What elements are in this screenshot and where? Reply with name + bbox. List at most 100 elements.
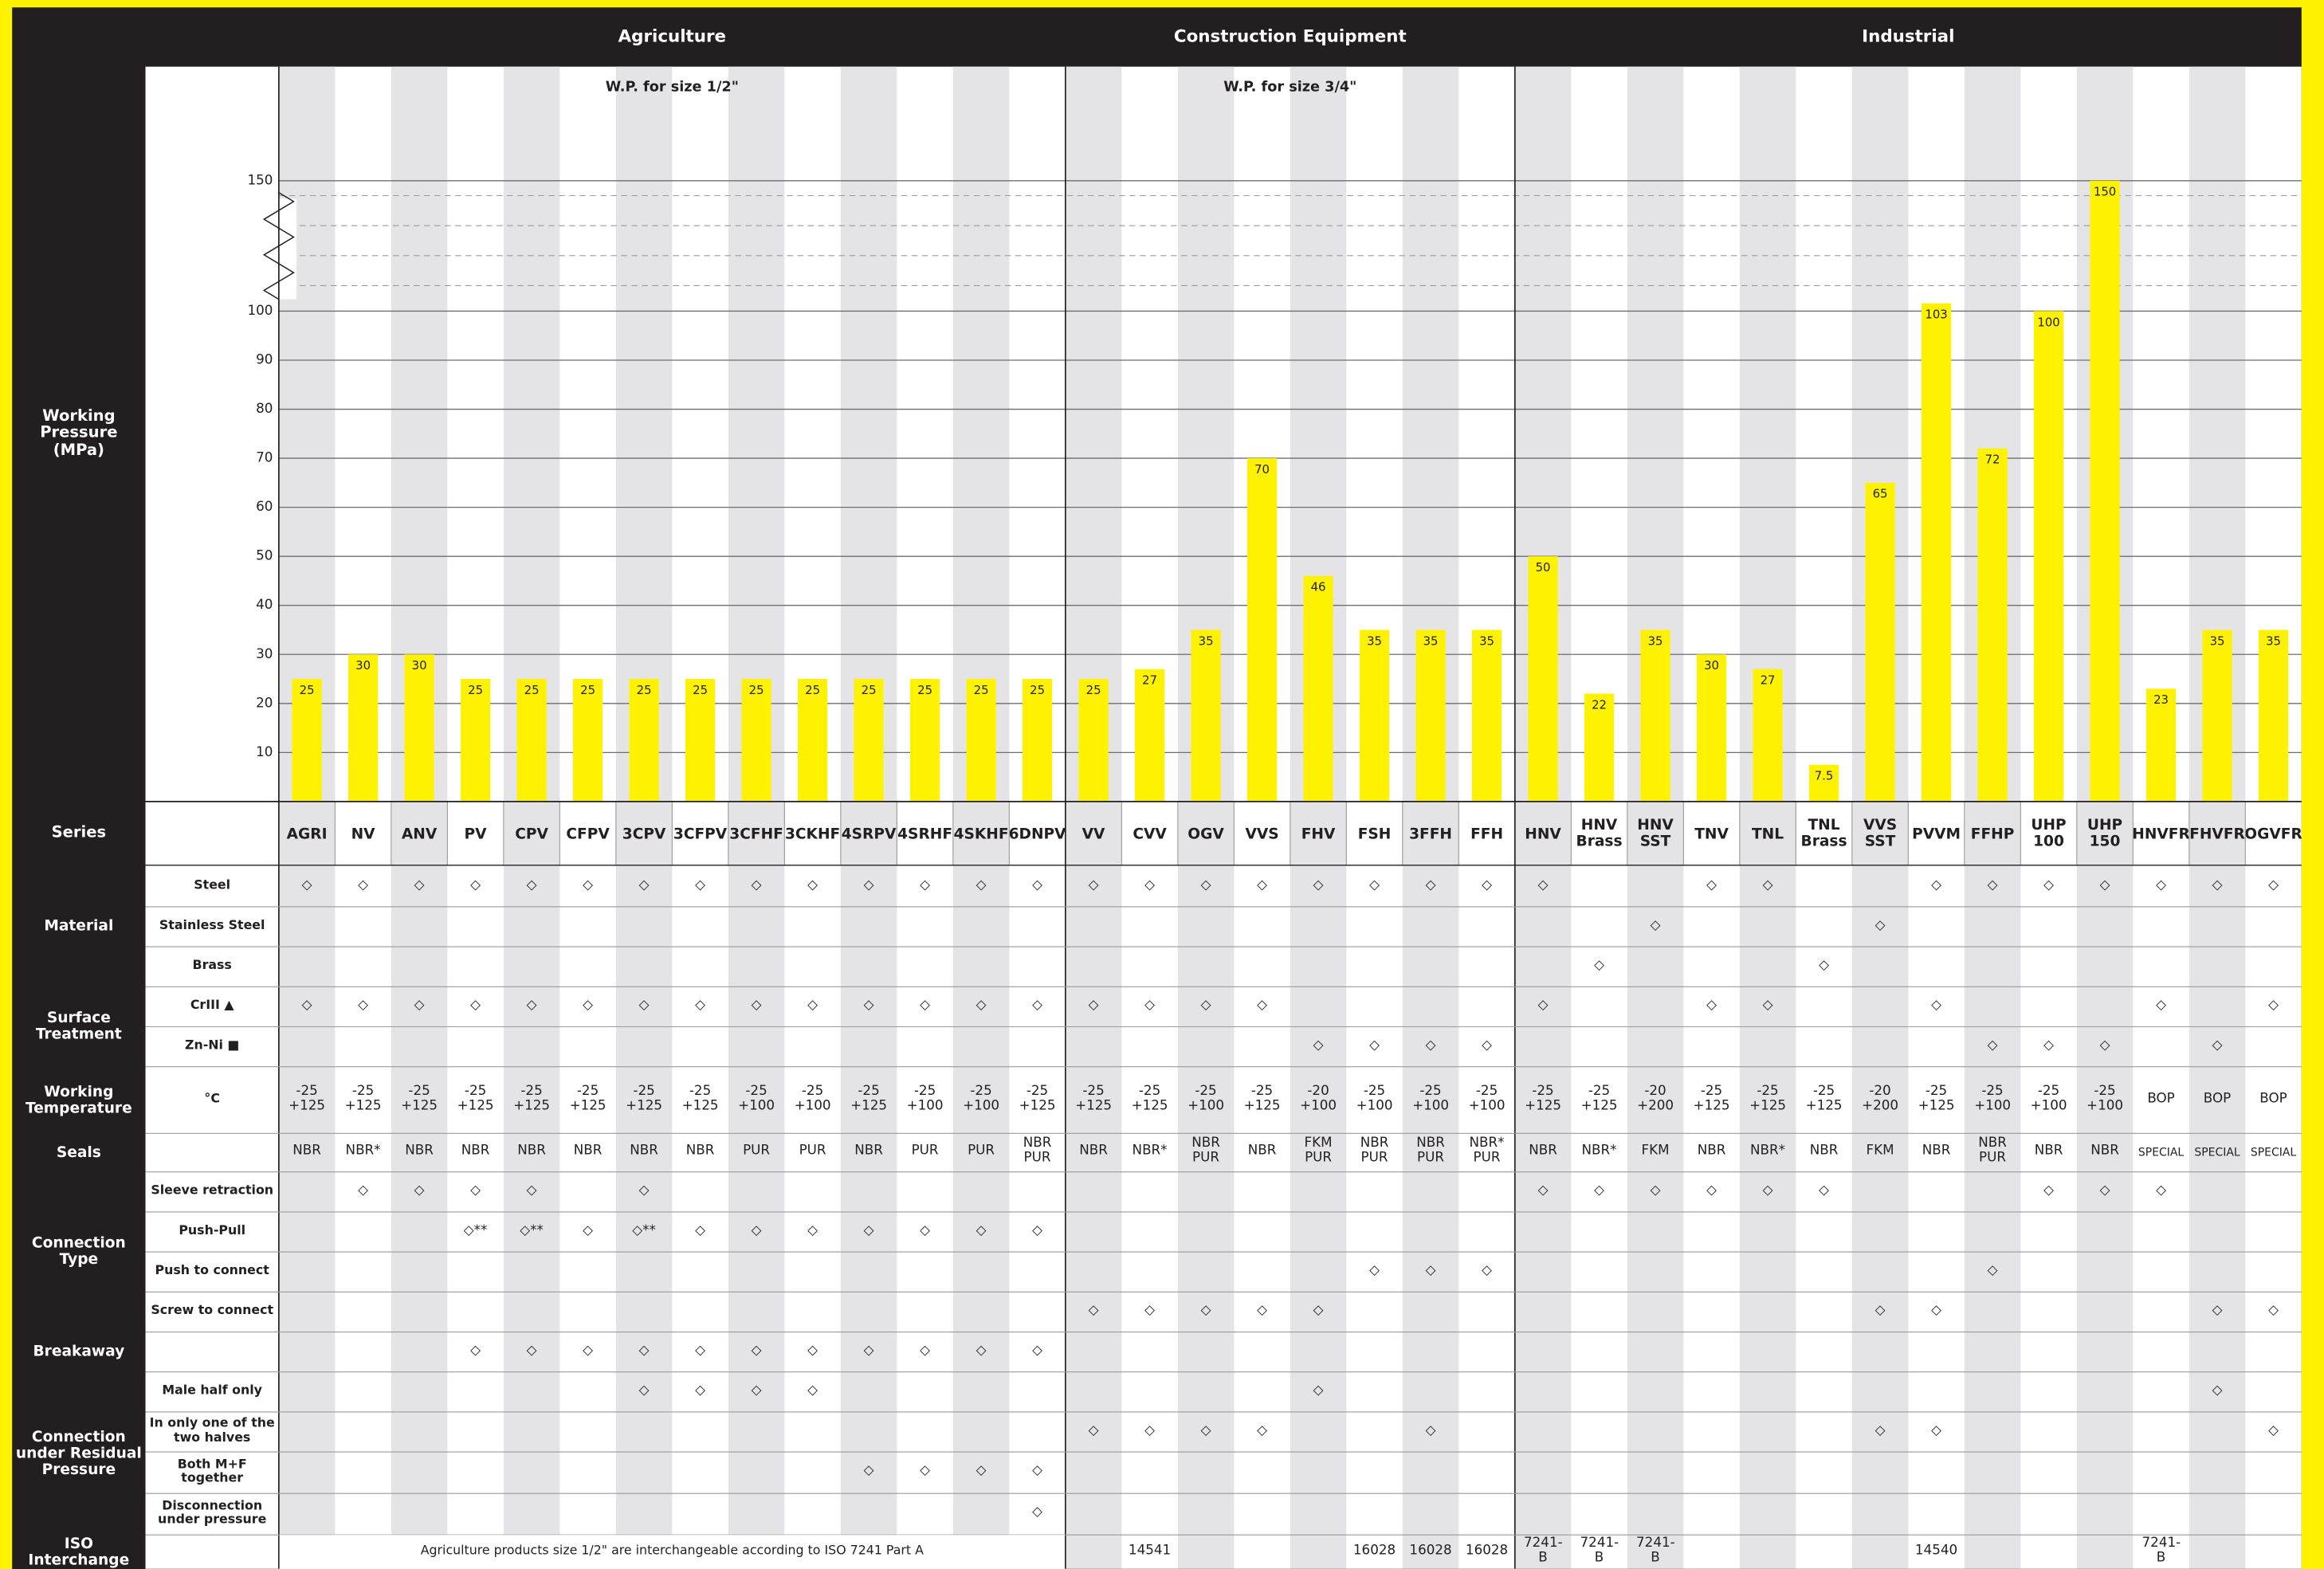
table-cell-cell: ◇	[672, 987, 728, 1026]
table-cell: ◇	[1763, 880, 1773, 894]
table-cell-box: NBR	[841, 1133, 897, 1171]
table-cell-cell: ◇	[1740, 1172, 1796, 1212]
series-name: PV	[465, 826, 487, 842]
series-name-cell: PVVM	[1908, 803, 1964, 865]
table-cell: ◇	[1875, 1304, 1886, 1319]
table-cell-box: NBR PUR	[1178, 1133, 1234, 1171]
table-cell-box: NBR PUR	[1346, 1133, 1402, 1171]
table-cell: -25 +125	[626, 1085, 662, 1115]
bar	[685, 679, 715, 802]
table-cell-cell: ◇	[784, 987, 840, 1026]
bar	[1865, 483, 1894, 802]
table-cell-cell: ◇	[953, 1332, 1009, 1372]
table-cell-box: -25 +125	[335, 1067, 391, 1134]
bar-value-label: 30	[355, 658, 371, 673]
table-cell-cell: BOP	[2133, 1067, 2189, 1134]
table-cell-cell: ◇	[1403, 1026, 1458, 1066]
table-cell: ◇	[639, 880, 650, 894]
series-name-box: CFPV	[559, 803, 615, 865]
table-cell-box: BOP	[2189, 1067, 2245, 1134]
table-cell-cell: ◇	[1571, 947, 1627, 987]
table-cell-cell: SPECIAL	[2245, 1133, 2301, 1171]
table-cell-box: ◇	[391, 1172, 447, 1212]
table-cell-box: -25 +100	[1178, 1067, 1234, 1134]
table-cell-cell: ◇	[1121, 1292, 1177, 1332]
table-cell: ◇	[976, 1465, 987, 1480]
table-cell: ◇	[1706, 880, 1717, 894]
table-cell: PUR	[968, 1145, 995, 1159]
row-group-label-cell: ISO Interchange	[12, 1535, 145, 1569]
table-cell-box: ◇	[1009, 1212, 1065, 1252]
table-cell-cell: ◇	[2245, 867, 2301, 907]
table-cell: ◇	[2100, 1185, 2110, 1199]
table-cell: ◇	[1819, 959, 1829, 974]
table-cell-box: ◇	[1178, 867, 1234, 907]
table-cell: ◇	[976, 999, 987, 1014]
table-cell: ◇	[1032, 1465, 1042, 1480]
table-cell-box: ◇	[1796, 1172, 1851, 1212]
series-name-cell: PV	[447, 803, 503, 865]
table-cell: ◇	[920, 1225, 930, 1239]
table-cell: ◇	[752, 1344, 762, 1359]
table-cell-cell: NBR	[2020, 1133, 2076, 1171]
table-cell-box: ◇	[2245, 1292, 2301, 1332]
table-cell: ◇	[527, 999, 537, 1014]
table-cell-box: ◇	[953, 1212, 1009, 1252]
bar	[1922, 304, 1951, 802]
bar-value-label: 7.5	[1815, 769, 1834, 783]
table-cell-box: PUR	[728, 1133, 784, 1171]
table-cell-box: ◇	[728, 1332, 784, 1372]
table-cell-cell: ◇	[1009, 987, 1065, 1026]
table-cell: ◇	[1313, 880, 1324, 894]
row-label-cell: Disconnection under pressure	[148, 1493, 276, 1535]
bar-value-label: 25	[805, 683, 820, 697]
table-cell-cell: ◇	[1009, 1332, 1065, 1372]
bar-value-label: 25	[749, 683, 764, 697]
table-cell-box: -20 +100	[1290, 1067, 1346, 1134]
y-tick-label: 150	[247, 171, 273, 187]
bar-value-label: 25	[1030, 683, 1045, 697]
table-cell: ◇	[639, 1385, 650, 1399]
series-name: 3CFPV	[673, 826, 727, 842]
table-cell-cell: NBR*	[1740, 1133, 1796, 1171]
table-cell-box: ◇	[672, 987, 728, 1026]
table-cell-box: -25 +125	[1009, 1067, 1065, 1134]
table-cell-cell: SPECIAL	[2133, 1133, 2189, 1171]
table-cell-box: NBR	[672, 1133, 728, 1171]
table-cell-box: ◇	[784, 987, 840, 1026]
table-cell-cell: ◇	[672, 1372, 728, 1412]
table-cell-cell: ◇	[559, 1212, 615, 1252]
bar	[1640, 630, 1670, 801]
table-cell-cell: ◇	[335, 1172, 391, 1212]
series-name-cell: TNL Brass	[1796, 803, 1851, 865]
series-name-cell: UHP 150	[2077, 803, 2133, 865]
table-cell: NBR	[1079, 1145, 1108, 1159]
table-cell: FKM PUR	[1305, 1138, 1333, 1167]
row-group-label: Working Temperature	[15, 1084, 143, 1116]
table-cell-box: 16028	[1346, 1535, 1402, 1569]
table-cell-box: ◇	[1740, 1172, 1796, 1212]
row-label: Push to connect	[155, 1265, 269, 1279]
table-cell-cell: ◇	[1178, 867, 1234, 907]
table-cell-cell: -25 +125	[559, 1067, 615, 1134]
table-cell: ◇	[2156, 999, 2166, 1014]
table-cell-box: ◇	[1009, 1452, 1065, 1493]
table-cell-cell: ◇	[1234, 1292, 1290, 1332]
table-cell: ◇	[1988, 1265, 1998, 1279]
row-label-cell: Push to connect	[148, 1252, 276, 1292]
table-cell-box: ◇	[672, 1372, 728, 1412]
table-cell: NBR	[686, 1145, 715, 1159]
table-cell: 7241-B	[1580, 1537, 1619, 1567]
table-cell: FKM	[1642, 1145, 1670, 1159]
bar	[1303, 576, 1333, 802]
table-cell-box: SPECIAL	[2245, 1133, 2301, 1171]
series-name-box: TNL Brass	[1796, 803, 1851, 865]
table-cell: ◇	[752, 1385, 762, 1399]
table-cell-cell: ◇	[447, 987, 503, 1026]
table-cell-box: ◇	[1965, 1026, 2020, 1066]
table-cell-box: ◇	[1346, 1252, 1402, 1292]
table-cell-cell: ◇	[1796, 1172, 1851, 1212]
table-cell: ◇	[976, 880, 987, 894]
row-label-box: Steel	[148, 867, 276, 907]
bar-value-label: 70	[1254, 462, 1270, 477]
